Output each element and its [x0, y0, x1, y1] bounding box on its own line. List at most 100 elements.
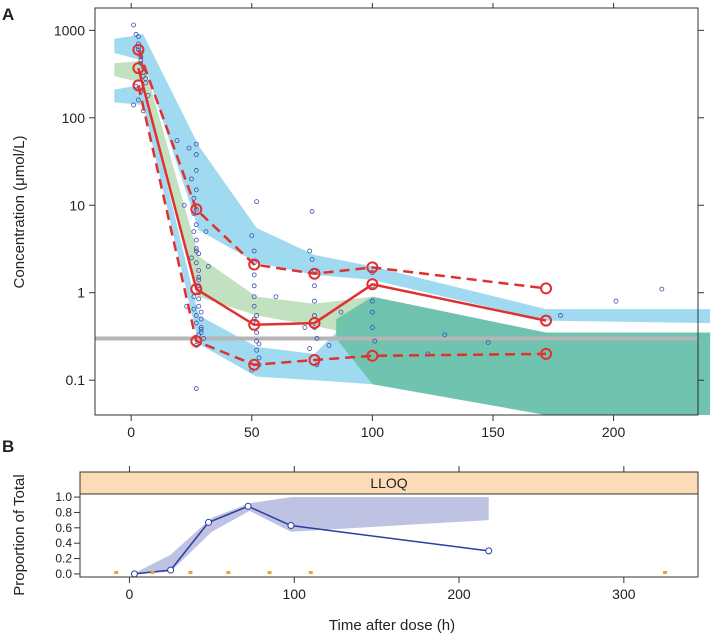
observation-point: [251, 294, 257, 300]
y-tick-label: 0.4: [55, 536, 72, 550]
observation-point: [186, 145, 192, 151]
observation-point: [193, 152, 199, 157]
x-tick-label: 100: [283, 586, 307, 602]
observation-point: [191, 229, 197, 234]
series-marker-2: [248, 358, 261, 371]
series-marker-0: [190, 203, 203, 216]
panel-b-y-axis: 0.00.2 0.40.6 0.81.0: [55, 490, 80, 581]
observation-point: [136, 97, 141, 103]
observation-point: [136, 41, 141, 47]
observation-point: [558, 313, 563, 318]
observation-point: [369, 309, 375, 315]
observation-point: [193, 320, 199, 326]
proportion-marker: [485, 547, 493, 555]
series-marker-1: [248, 318, 261, 331]
observation-point: [312, 298, 317, 304]
y-tick-label: 1.0: [55, 490, 72, 504]
observation-point: [196, 303, 202, 309]
x-tick-label: 0: [126, 586, 134, 602]
observation-point: [249, 233, 255, 238]
observation-point: [251, 283, 257, 289]
proportion-marker: [287, 522, 295, 530]
observation-point: [196, 251, 202, 257]
panel-a-y-axis-label: Concentration (μmol/L): [11, 136, 28, 289]
rug-mark: [188, 571, 193, 574]
proportion-marker: [205, 518, 213, 526]
proportion-band: [134, 497, 489, 574]
panel-a-y-axis: 0.1 1 10 100 1000: [54, 22, 704, 388]
observation-point: [309, 257, 315, 262]
x-tick-label: 100: [361, 424, 385, 440]
observation-point: [254, 330, 260, 336]
series-marker-1: [190, 283, 203, 296]
observation-point: [256, 355, 262, 361]
observation-point: [198, 316, 204, 322]
y-tick-label: 100: [62, 110, 86, 126]
series-marker-2: [132, 79, 145, 92]
observation-point: [193, 386, 199, 392]
observation-point: [193, 248, 199, 254]
series-marker-1: [132, 62, 145, 75]
series-line-1: [137, 67, 547, 327]
observation-point: [254, 199, 260, 205]
y-tick-label: 0.2: [55, 552, 72, 566]
observation-point: [273, 294, 279, 300]
observation-point: [193, 246, 199, 251]
observation-point: [196, 274, 202, 280]
x-tick-label: 50: [244, 424, 260, 440]
observation-point: [191, 294, 197, 300]
series-marker-0: [540, 282, 553, 295]
proportion-marker: [244, 502, 252, 510]
proportion-line: [134, 505, 489, 575]
observation-point: [251, 272, 257, 278]
observation-point: [369, 298, 375, 304]
panel-a: A 0.1 1 10 100 1000 0 50 100 150 200 Concentrati…: [2, 3, 711, 440]
observation-point: [181, 202, 187, 208]
rug-mark: [308, 571, 313, 574]
series-marker-1: [308, 317, 321, 330]
panel-a-plot-area: [95, 22, 711, 415]
y-tick-label: 0.0: [55, 567, 72, 581]
observation-point: [136, 34, 141, 39]
series-marker-1: [540, 314, 553, 327]
observation-point: [326, 342, 332, 348]
observation-point: [372, 338, 378, 344]
observation-point: [193, 237, 199, 243]
observation-point: [196, 267, 202, 273]
series-marker-0: [308, 267, 321, 280]
observation-point: [131, 22, 136, 28]
rug-mark: [267, 571, 272, 574]
x-tick-label: 200: [602, 424, 626, 440]
series-marker-2: [190, 335, 203, 348]
observation-point: [254, 347, 260, 353]
y-tick-label: 0.8: [55, 505, 72, 519]
rug-mark: [226, 571, 231, 574]
observation-point: [193, 141, 199, 147]
series-marker-0: [366, 261, 379, 274]
observation-point: [659, 286, 665, 292]
y-tick-label: 1: [77, 285, 85, 301]
observation-point: [251, 303, 257, 309]
observation-point: [314, 336, 320, 341]
series-line-0: [137, 49, 547, 290]
panel-b-x-axis: 0 100 200 300: [126, 466, 636, 602]
panel-a-frame: [94, 7, 699, 416]
series-marker-2: [540, 347, 553, 360]
observation-point: [338, 309, 344, 315]
pi-band-overlap: [336, 296, 711, 415]
x-tick-label: 150: [481, 424, 505, 440]
panel-a-label: A: [2, 5, 14, 24]
observation-point: [369, 325, 375, 330]
observation-point: [131, 102, 136, 108]
series-marker-2: [308, 354, 321, 367]
observation-point: [196, 277, 202, 283]
rug-mark: [150, 571, 155, 574]
observation-point: [189, 255, 194, 261]
y-tick-label: 10: [69, 197, 85, 213]
observation-point: [193, 260, 199, 266]
observation-point: [251, 316, 257, 322]
panel-b-label: B: [2, 437, 14, 456]
observation-point: [442, 332, 448, 338]
panel-b-x-axis-label: Time after dose (h): [329, 617, 455, 634]
